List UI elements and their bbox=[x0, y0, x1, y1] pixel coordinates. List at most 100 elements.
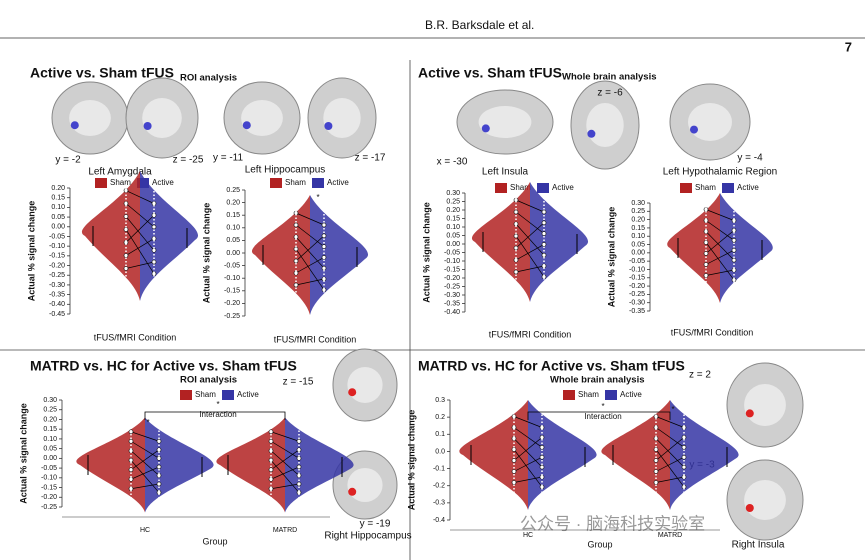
brain-label: x = -30 bbox=[437, 157, 468, 168]
violin-active bbox=[670, 400, 739, 510]
violin-active bbox=[145, 417, 214, 513]
brain-detail bbox=[347, 367, 383, 403]
subject-line bbox=[295, 235, 325, 262]
y-tick-label: -0.05 bbox=[41, 465, 57, 472]
y-tick-label: 0.15 bbox=[631, 225, 645, 232]
y-axis-label: Actual % signal change bbox=[26, 201, 36, 302]
activation bbox=[143, 122, 152, 130]
legend-swatch bbox=[537, 183, 549, 193]
y-tick-label: -0.15 bbox=[49, 253, 65, 260]
subject-line bbox=[125, 203, 155, 228]
subject-line bbox=[295, 257, 325, 274]
violin-sham bbox=[216, 417, 285, 513]
subject-line bbox=[515, 265, 545, 273]
subject-line bbox=[295, 248, 325, 290]
subject-line bbox=[655, 437, 685, 461]
y-tick-label: -0.10 bbox=[629, 266, 645, 273]
brain-detail bbox=[347, 468, 383, 502]
y-tick-label: 0.05 bbox=[43, 445, 57, 452]
annotation: Interaction bbox=[584, 412, 621, 421]
y-tick-label: 0.30 bbox=[446, 190, 460, 197]
legend-swatch bbox=[180, 390, 192, 400]
brain-label: Left Hippocampus bbox=[245, 165, 326, 176]
legend-label: Active bbox=[327, 178, 349, 187]
legend-label: Sham bbox=[195, 390, 216, 399]
y-tick-label: -0.3 bbox=[433, 500, 445, 507]
brain-label: z = -17 bbox=[355, 153, 386, 164]
brain-detail bbox=[142, 98, 182, 138]
x-axis-label: tFUS/fMRI Condition bbox=[489, 329, 572, 339]
y-tick-label: -0.40 bbox=[49, 301, 65, 308]
subject-line bbox=[513, 449, 543, 488]
y-tick-label: 0.0 bbox=[435, 448, 445, 455]
annotation: * bbox=[146, 418, 149, 427]
subject-line bbox=[655, 438, 685, 468]
legend-label: Sham bbox=[510, 183, 531, 192]
y-tick-label: -0.20 bbox=[224, 300, 240, 307]
y-tick-label: -0.25 bbox=[444, 283, 460, 290]
x-axis-label: tFUS/fMRI Condition bbox=[671, 327, 754, 337]
x-tick-label: HC bbox=[523, 532, 533, 539]
activation bbox=[745, 409, 754, 418]
y-tick-label: 0.05 bbox=[446, 232, 460, 239]
legend-swatch bbox=[312, 178, 324, 188]
subject-line bbox=[130, 466, 160, 480]
brain-detail bbox=[323, 98, 361, 138]
subject-line bbox=[295, 224, 325, 247]
x-tick-label: MATRD bbox=[273, 527, 297, 534]
annotation: Interaction bbox=[199, 410, 236, 419]
subject-line bbox=[513, 456, 543, 472]
y-tick-label: -0.25 bbox=[629, 291, 645, 298]
y-tick-label: 0.10 bbox=[446, 224, 460, 231]
brain-detail bbox=[744, 480, 786, 520]
subject-line bbox=[705, 231, 735, 261]
subject-line bbox=[515, 244, 545, 261]
brain-detail bbox=[688, 103, 732, 141]
y-tick-label: -0.2 bbox=[433, 483, 445, 490]
legend-swatch bbox=[95, 178, 107, 188]
subject-line bbox=[130, 450, 160, 476]
y-axis-label: Actual % signal change bbox=[406, 410, 416, 511]
y-tick-label: 0.10 bbox=[43, 436, 57, 443]
y-tick-label: -0.30 bbox=[49, 282, 65, 289]
analysis-label: Whole brain analysis bbox=[562, 72, 657, 83]
subject-line bbox=[515, 222, 545, 249]
bracket bbox=[527, 411, 671, 420]
activation bbox=[481, 124, 490, 133]
brain-label: Right Insula bbox=[732, 540, 785, 551]
subject-line bbox=[270, 466, 300, 480]
bracket bbox=[144, 411, 286, 420]
legend-label: Active bbox=[152, 178, 174, 187]
subject-line bbox=[705, 242, 735, 281]
y-tick-label: -0.10 bbox=[224, 275, 240, 282]
y-axis-label: Actual % signal change bbox=[421, 202, 431, 303]
y-tick-label: 0.1 bbox=[435, 431, 445, 438]
legend-label: Active bbox=[620, 390, 642, 399]
annotation: * bbox=[601, 402, 604, 411]
y-tick-label: 0.25 bbox=[226, 187, 240, 194]
subject-line bbox=[705, 249, 735, 265]
brain-label: y = -19 bbox=[360, 519, 391, 530]
x-axis-label: tFUS/fMRI Condition bbox=[274, 334, 357, 344]
subject-line bbox=[130, 440, 160, 459]
violin-sham bbox=[601, 400, 670, 510]
legend-label: Sham bbox=[695, 183, 716, 192]
legend-swatch bbox=[563, 390, 575, 400]
y-tick-label: 0.00 bbox=[51, 224, 65, 231]
violin-active bbox=[530, 182, 589, 302]
legend-label: Sham bbox=[285, 178, 306, 187]
x-tick-label: HC bbox=[140, 527, 150, 534]
subject-line bbox=[270, 460, 300, 493]
y-tick-label: -0.25 bbox=[49, 272, 65, 279]
page-number: 7 bbox=[845, 39, 852, 54]
activation bbox=[745, 504, 754, 512]
violin-sham bbox=[76, 417, 145, 513]
subject-line bbox=[655, 476, 685, 483]
subject-line bbox=[270, 449, 300, 471]
brain-detail bbox=[241, 100, 283, 136]
brain-label: z = -25 bbox=[173, 155, 204, 166]
y-axis-label: Actual % signal change bbox=[201, 203, 211, 304]
violin-sham bbox=[81, 171, 140, 301]
subject-line bbox=[705, 269, 735, 276]
